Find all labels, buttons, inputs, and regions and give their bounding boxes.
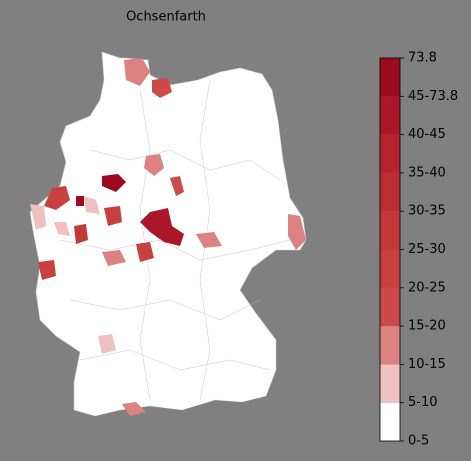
- germany-map: [29, 51, 307, 417]
- district: [98, 334, 116, 354]
- colorbar-label: 73.8: [408, 51, 437, 66]
- colorbar-label: 20-25: [408, 280, 446, 295]
- colorbar-segment: [380, 402, 400, 441]
- district: [38, 260, 56, 280]
- colorbar-segment: [380, 58, 400, 97]
- colorbar-segment: [380, 134, 400, 173]
- district: [54, 222, 70, 236]
- district: [152, 78, 172, 98]
- colorbar-segment: [380, 249, 400, 288]
- district: [84, 196, 100, 214]
- district: [74, 224, 88, 244]
- district: [140, 208, 184, 246]
- colorbar-label: 45-73.8: [408, 89, 458, 104]
- colorbar-label: 15-20: [408, 319, 446, 334]
- colorbar-label: 0-5: [408, 434, 429, 449]
- colorbar-segment: [380, 287, 400, 327]
- map-title: Ochsenfarth: [126, 10, 206, 25]
- highlighted-districts: [30, 58, 306, 416]
- colorbar-segment: [380, 211, 400, 250]
- colorbar-segment: [380, 172, 400, 212]
- district: [144, 154, 164, 176]
- colorbar: 0-5 5-10 10-15 15-20 20-25 25-30 30-35 35-40 40-…: [379, 51, 458, 449]
- district: [44, 186, 70, 210]
- colorbar-label: 35-40: [408, 165, 446, 180]
- district: [170, 176, 184, 196]
- district: [124, 58, 150, 86]
- district: [76, 196, 84, 206]
- colorbar-label: 5-10: [408, 395, 438, 410]
- district: [196, 232, 222, 248]
- colorbar-segment: [380, 364, 400, 403]
- colorbar-label: 10-15: [408, 357, 446, 372]
- district: [102, 250, 126, 266]
- colorbar-label: 25-30: [408, 242, 446, 257]
- colorbar-segment: [380, 96, 400, 135]
- district: [288, 214, 306, 250]
- district: [104, 206, 122, 226]
- district: [102, 174, 126, 192]
- colorbar-segment: [380, 326, 400, 365]
- district: [30, 204, 46, 230]
- district: [122, 402, 146, 416]
- colorbar-label: 40-45: [408, 127, 446, 142]
- colorbar-label: 30-35: [408, 204, 446, 219]
- district: [136, 242, 154, 262]
